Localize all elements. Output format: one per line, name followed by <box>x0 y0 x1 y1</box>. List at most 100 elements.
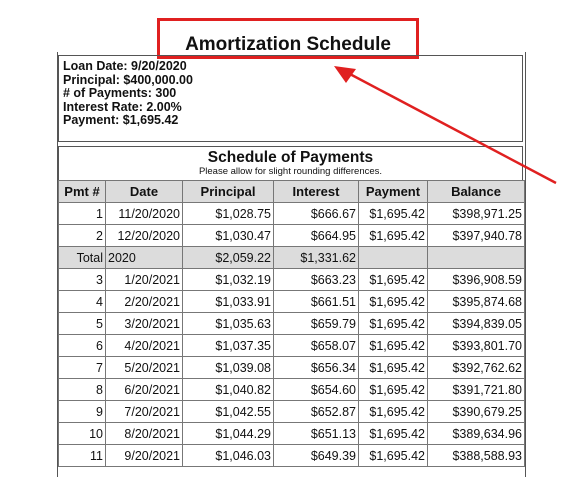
pmt-cell: 7 <box>58 356 106 379</box>
col-header-date: Date <box>105 180 183 203</box>
loan-payment: Payment: $1,695.42 <box>63 113 179 128</box>
col-header-interest: Interest <box>273 180 359 203</box>
total-row: Total 2020 $2,059.22 $1,331.62 <box>58 246 525 269</box>
date-cell: 5/20/2021 <box>105 356 183 379</box>
pmt-cell: Total <box>58 246 106 269</box>
col-header-payment: Payment <box>358 180 428 203</box>
pmt-cell: 4 <box>58 290 106 313</box>
interest-cell: $652.87 <box>273 400 359 423</box>
interest-cell: $1,331.62 <box>273 246 359 269</box>
balance-cell: $391,721.80 <box>427 378 525 401</box>
table-row: 10 8/20/2021 $1,044.29 $651.13 $1,695.42 $389… <box>58 422 525 445</box>
payment-cell: $1,695.42 <box>358 400 428 423</box>
pmt-cell: 8 <box>58 378 106 401</box>
table-row: 11 9/20/2021 $1,046.03 $649.39 $1,695.42 $388… <box>58 444 525 467</box>
balance-cell: $392,762.62 <box>427 356 525 379</box>
page-title: Amortization Schedule <box>160 18 416 58</box>
principal-cell: $1,037.35 <box>182 334 274 357</box>
interest-cell: $661.51 <box>273 290 359 313</box>
interest-cell: $649.39 <box>273 444 359 467</box>
balance-cell: $397,940.78 <box>427 224 525 247</box>
page-title-text: Amortization Schedule <box>185 34 391 55</box>
date-cell: 7/20/2021 <box>105 400 183 423</box>
balance-cell: $395,874.68 <box>427 290 525 313</box>
principal-cell: $1,030.47 <box>182 224 274 247</box>
table-row: 4 2/20/2021 $1,033.91 $661.51 $1,695.42 $395,… <box>58 290 525 313</box>
payment-cell: $1,695.42 <box>358 422 428 445</box>
date-cell: 8/20/2021 <box>105 422 183 445</box>
schedule-title: Schedule of Payments <box>207 149 374 166</box>
principal-cell: $1,028.75 <box>182 202 274 225</box>
table-row: 8 6/20/2021 $1,040.82 $654.60 $1,695.42 $391,… <box>58 378 525 401</box>
pmt-cell: 5 <box>58 312 106 335</box>
table-header-row: Pmt # Date Principal Interest Payment Ba… <box>58 180 525 203</box>
payment-cell: $1,695.42 <box>358 202 428 225</box>
principal-cell: $1,032.19 <box>182 268 274 291</box>
payment-cell: $1,695.42 <box>358 334 428 357</box>
balance-cell: $398,971.25 <box>427 202 525 225</box>
col-header-pmt: Pmt # <box>58 180 106 203</box>
interest-cell: $651.13 <box>273 422 359 445</box>
principal-cell: $1,035.63 <box>182 312 274 335</box>
payment-cell: $1,695.42 <box>358 290 428 313</box>
schedule-sheet: Loan Date: 9/20/2020 Principal: $400,000… <box>57 52 526 477</box>
date-cell: 1/20/2021 <box>105 268 183 291</box>
interest-cell: $656.34 <box>273 356 359 379</box>
schedule-header: Schedule of Payments Please allow for sl… <box>58 146 523 180</box>
balance-cell <box>427 246 525 269</box>
pmt-cell: 9 <box>58 400 106 423</box>
col-header-balance: Balance <box>427 180 525 203</box>
payment-cell: $1,695.42 <box>358 268 428 291</box>
principal-cell: $1,042.55 <box>182 400 274 423</box>
pmt-cell: 2 <box>58 224 106 247</box>
payment-cell: $1,695.42 <box>358 444 428 467</box>
loan-interest-rate: Interest Rate: 2.00% <box>63 99 182 114</box>
date-cell: 2/20/2021 <box>105 290 183 313</box>
balance-cell: $388,588.93 <box>427 444 525 467</box>
payment-cell: $1,695.42 <box>358 312 428 335</box>
principal-cell: $1,033.91 <box>182 290 274 313</box>
balance-cell: $396,908.59 <box>427 268 525 291</box>
interest-cell: $659.79 <box>273 312 359 335</box>
balance-cell: $393,801.70 <box>427 334 525 357</box>
pmt-cell: 3 <box>58 268 106 291</box>
loan-payment-count: # of Payments: 300 <box>63 86 177 101</box>
pmt-cell: 1 <box>58 202 106 225</box>
balance-cell: $389,634.96 <box>427 422 525 445</box>
interest-cell: $664.95 <box>273 224 359 247</box>
date-cell: 3/20/2021 <box>105 312 183 335</box>
date-cell: 6/20/2021 <box>105 378 183 401</box>
title-highlight-box <box>157 18 419 59</box>
table-row: 6 4/20/2021 $1,037.35 $658.07 $1,695.42 $393,… <box>58 334 525 357</box>
table-row: 7 5/20/2021 $1,039.08 $656.34 $1,695.42 $392,… <box>58 356 525 379</box>
table-row: 2 12/20/2020 $1,030.47 $664.95 $1,695.42 $397… <box>58 224 525 247</box>
loan-info-box: Loan Date: 9/20/2020 Principal: $400,000… <box>58 55 523 142</box>
payment-cell <box>358 246 428 269</box>
date-cell: 2020 <box>105 246 183 269</box>
pmt-cell: 10 <box>58 422 106 445</box>
table-row: 3 1/20/2021 $1,032.19 $663.23 $1,695.42 $396,… <box>58 268 525 291</box>
date-cell: 11/20/2020 <box>105 202 183 225</box>
table-body: 1 11/20/2020 $1,028.75 $666.67 $1,695.42 $398… <box>58 202 525 467</box>
date-cell: 4/20/2021 <box>105 334 183 357</box>
date-cell: 12/20/2020 <box>105 224 183 247</box>
pmt-cell: 6 <box>58 334 106 357</box>
principal-cell: $1,040.82 <box>182 378 274 401</box>
interest-cell: $663.23 <box>273 268 359 291</box>
interest-cell: $654.60 <box>273 378 359 401</box>
loan-date: Loan Date: 9/20/2020 <box>63 59 187 73</box>
date-cell: 9/20/2021 <box>105 444 183 467</box>
balance-cell: $394,839.05 <box>427 312 525 335</box>
payments-table: Pmt # Date Principal Interest Payment Ba… <box>58 180 525 467</box>
payment-cell: $1,695.42 <box>358 356 428 379</box>
principal-cell: $2,059.22 <box>182 246 274 269</box>
loan-principal: Principal: $400,000.00 <box>63 72 193 87</box>
pmt-cell: 11 <box>58 444 106 467</box>
schedule-note: Please allow for slight rounding differe… <box>198 166 383 177</box>
principal-cell: $1,044.29 <box>182 422 274 445</box>
principal-cell: $1,046.03 <box>182 444 274 467</box>
interest-cell: $658.07 <box>273 334 359 357</box>
balance-cell: $390,679.25 <box>427 400 525 423</box>
col-header-principal: Principal <box>182 180 274 203</box>
payment-cell: $1,695.42 <box>358 224 428 247</box>
